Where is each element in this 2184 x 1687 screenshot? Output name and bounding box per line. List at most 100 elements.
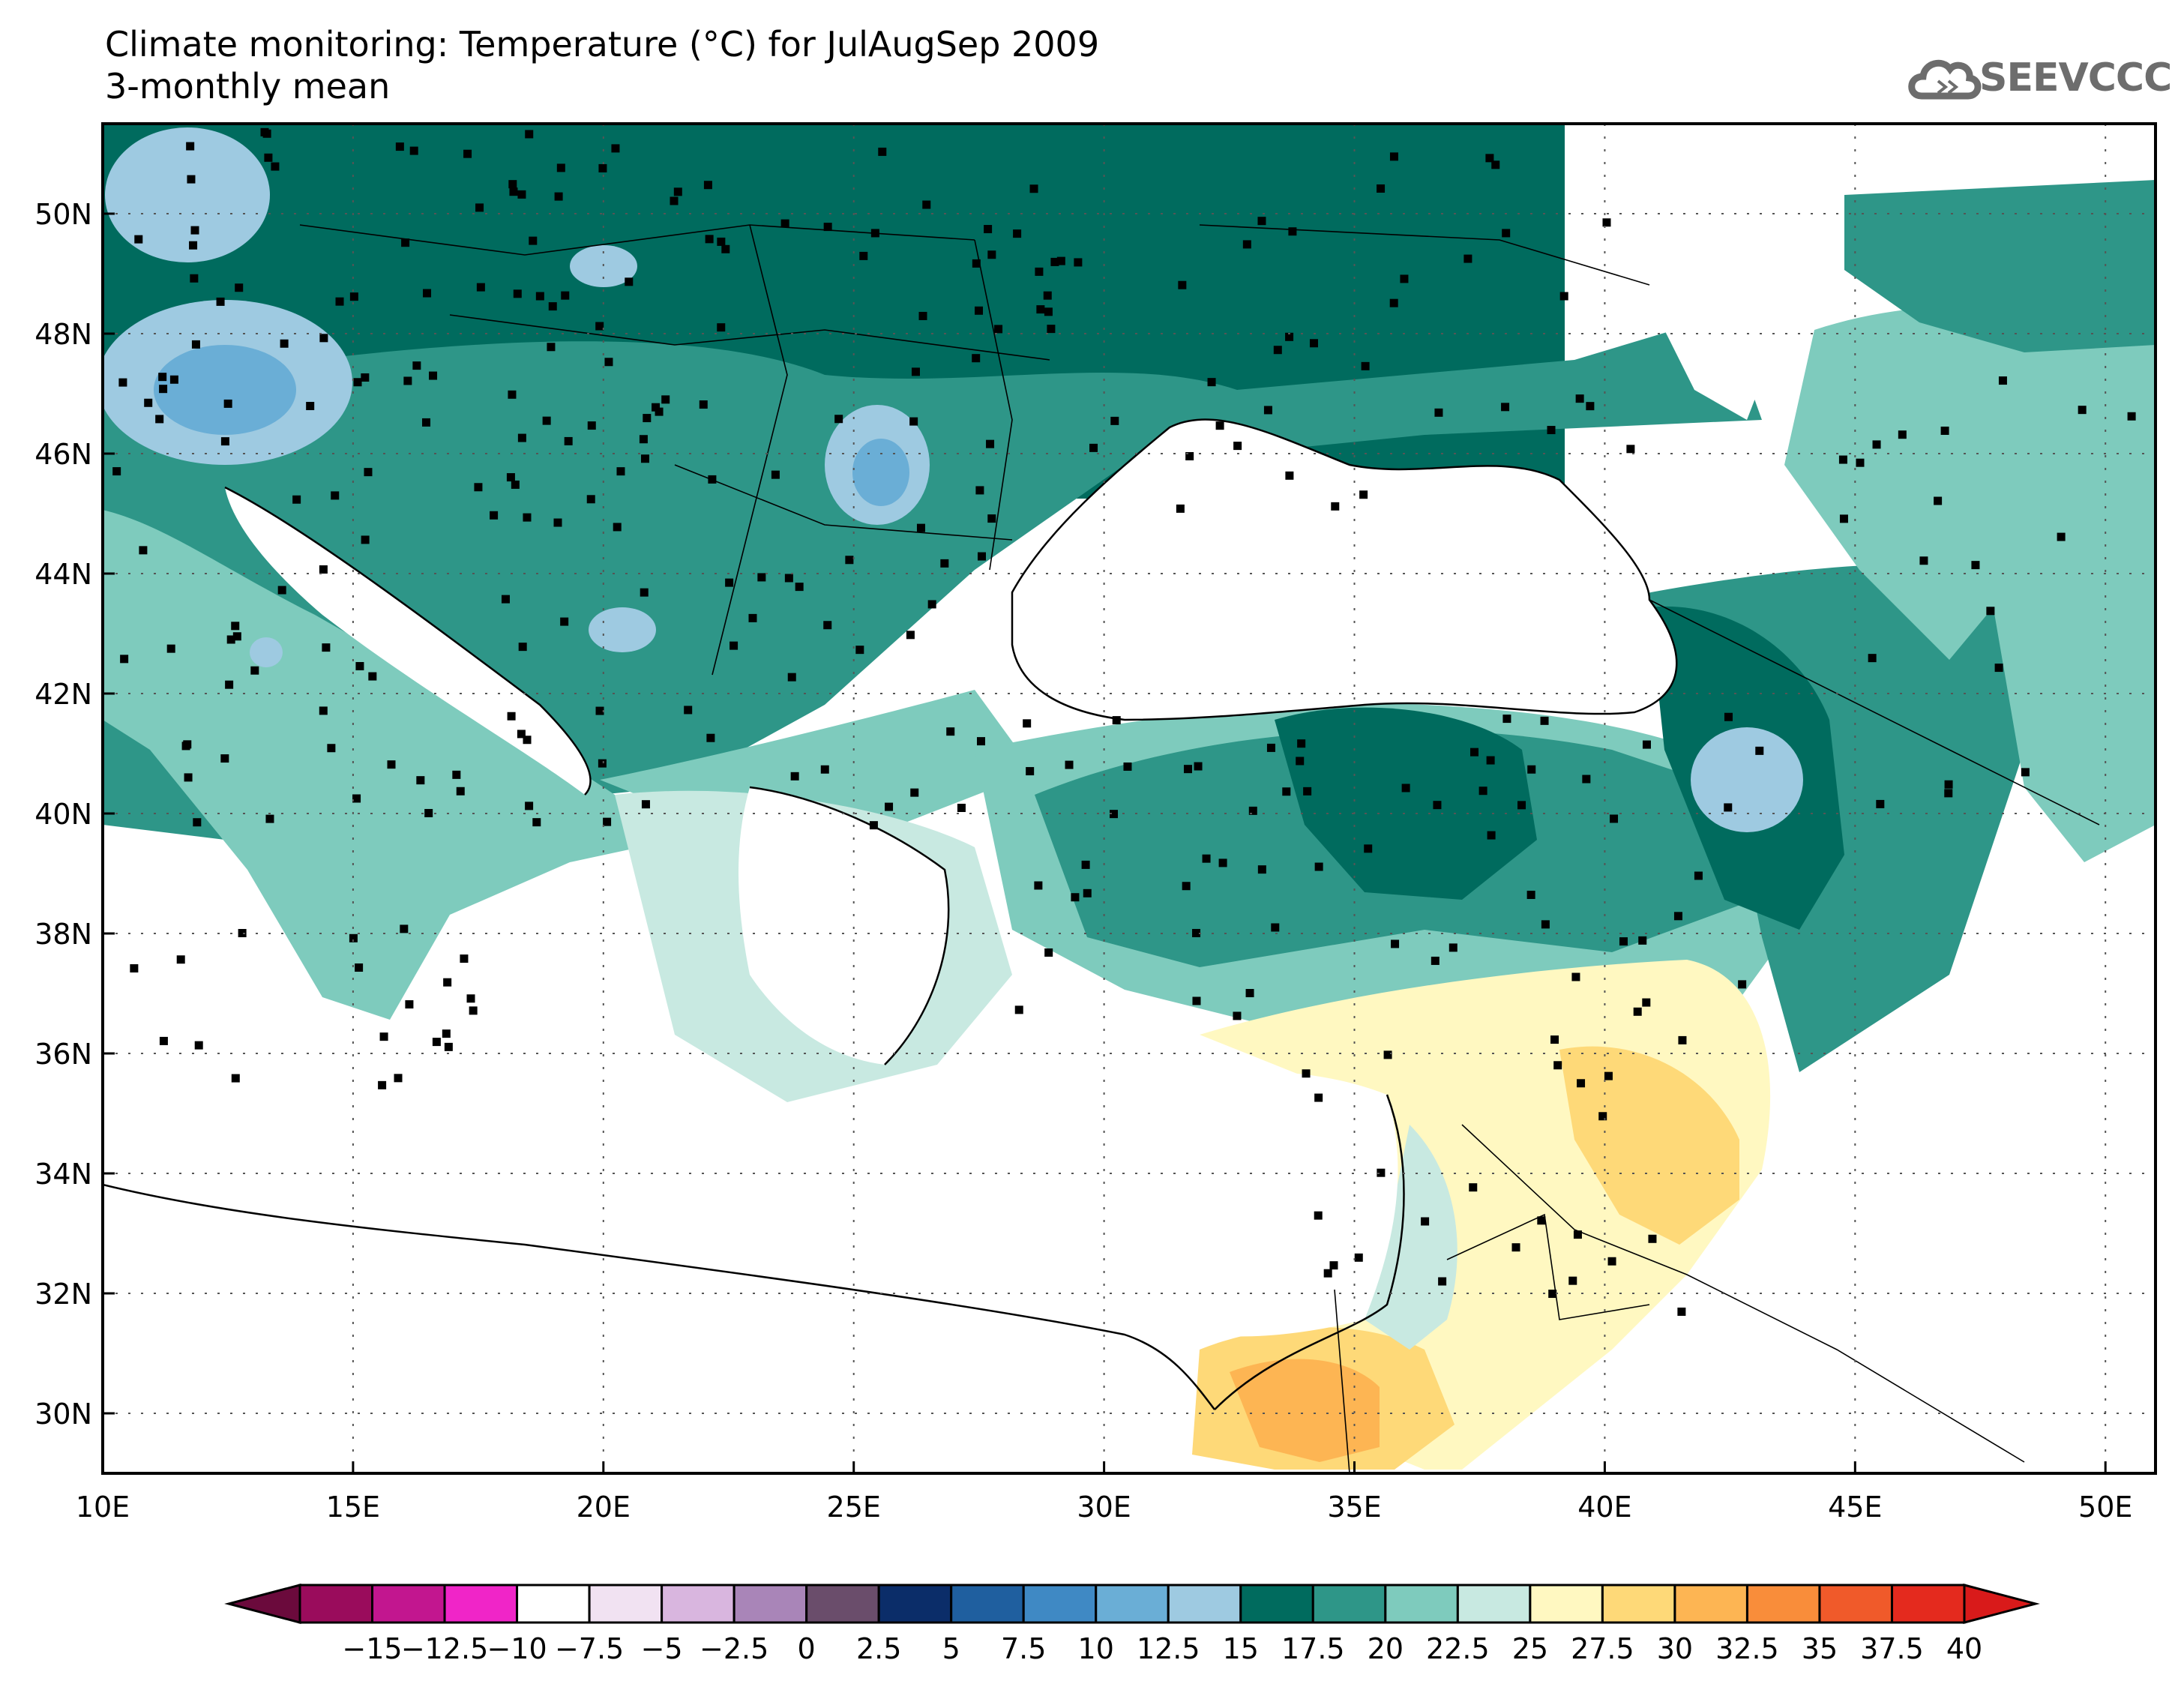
- station-marker: [405, 1000, 414, 1009]
- station-marker: [187, 175, 196, 184]
- station-marker: [1673, 912, 1682, 921]
- station-marker: [1449, 943, 1457, 952]
- station-marker: [1215, 421, 1224, 430]
- station-marker: [1176, 504, 1185, 513]
- lat-tick-label: 40N: [34, 798, 92, 831]
- lon-tick-label: 15E: [326, 1491, 380, 1524]
- station-marker: [870, 229, 879, 238]
- station-marker: [906, 631, 915, 640]
- station-marker: [640, 454, 649, 463]
- lon-tick-label: 50E: [2078, 1491, 2132, 1524]
- station-marker: [518, 643, 527, 652]
- station-marker: [422, 418, 431, 427]
- station-marker: [1919, 556, 1928, 565]
- station-marker: [977, 552, 986, 561]
- colorbar-label: 10: [1078, 1632, 1114, 1665]
- station-marker: [319, 334, 328, 343]
- colorbar-right-cap: [1963, 1584, 2040, 1624]
- station-marker: [1185, 451, 1194, 460]
- station-marker: [1868, 654, 1877, 663]
- station-marker: [1271, 923, 1280, 932]
- lat-tick-label: 32N: [34, 1278, 92, 1311]
- station-marker: [226, 635, 235, 644]
- cool-spot-apennines: [250, 637, 283, 667]
- cool-spot-carpathians-inner: [852, 439, 909, 506]
- station-marker: [1401, 784, 1410, 793]
- station-marker: [186, 142, 195, 151]
- colorbar-box: [1745, 1584, 1821, 1624]
- field-27-levant-coast: [1365, 1125, 1457, 1350]
- colorbar-label: 17.5: [1281, 1632, 1345, 1665]
- station-marker: [424, 808, 433, 817]
- station-marker: [1548, 1290, 1557, 1299]
- station-marker: [1431, 956, 1440, 965]
- colorbar-box: [371, 1584, 446, 1624]
- station-marker: [1511, 1243, 1520, 1252]
- station-marker: [474, 483, 483, 492]
- cool-spot-alps-north: [105, 127, 270, 262]
- station-marker: [1065, 760, 1074, 769]
- station-marker: [476, 283, 485, 292]
- station-marker: [940, 559, 949, 568]
- station-marker: [1856, 458, 1865, 467]
- station-marker: [561, 291, 570, 300]
- station-marker: [972, 259, 981, 268]
- station-marker: [869, 821, 878, 830]
- station-marker: [885, 802, 894, 811]
- station-marker: [223, 399, 232, 408]
- station-marker: [235, 283, 244, 292]
- station-marker: [976, 737, 985, 746]
- station-marker: [361, 535, 370, 544]
- lon-tick-label: 45E: [1828, 1491, 1882, 1524]
- map-subtitle: 3-monthly mean: [105, 66, 391, 106]
- station-marker: [412, 361, 421, 370]
- colorbar-label: 32.5: [1715, 1632, 1779, 1665]
- station-marker: [1633, 1007, 1642, 1016]
- station-marker: [554, 192, 563, 201]
- station-marker: [400, 924, 409, 933]
- station-marker: [1502, 229, 1511, 238]
- station-marker: [139, 546, 148, 555]
- colorbar-box: [1673, 1584, 1748, 1624]
- station-marker: [231, 622, 240, 631]
- field-32-syria: [1559, 1046, 1739, 1245]
- cool-spot-caucasus: [1691, 727, 1803, 832]
- station-marker: [277, 586, 286, 595]
- station-marker: [1755, 746, 1764, 755]
- station-marker: [1359, 490, 1368, 499]
- station-marker: [193, 818, 202, 827]
- station-marker: [429, 371, 438, 380]
- station-marker: [1971, 561, 1980, 570]
- station-marker: [652, 403, 661, 412]
- station-marker: [1491, 160, 1500, 169]
- station-marker: [231, 1074, 240, 1083]
- station-marker: [556, 163, 565, 172]
- station-marker: [130, 964, 139, 973]
- station-marker: [1257, 865, 1266, 874]
- station-marker: [1537, 1216, 1546, 1225]
- station-marker: [1559, 292, 1568, 301]
- station-marker: [972, 354, 981, 363]
- station-marker: [194, 1041, 203, 1050]
- colorbar-box: [950, 1584, 1025, 1624]
- station-marker: [927, 600, 936, 609]
- station-marker: [1297, 739, 1306, 748]
- station-marker: [1678, 1035, 1687, 1044]
- station-marker: [1050, 257, 1059, 266]
- station-marker: [401, 238, 410, 247]
- station-marker: [271, 162, 280, 171]
- colorbar-box: [588, 1584, 664, 1624]
- station-marker: [1502, 715, 1511, 724]
- station-marker: [1998, 376, 2007, 385]
- station-marker: [598, 759, 607, 768]
- station-marker: [834, 415, 843, 424]
- station-marker: [262, 129, 271, 138]
- station-marker: [1478, 787, 1487, 796]
- station-marker: [432, 1038, 441, 1047]
- lat-tick-label: 34N: [34, 1158, 92, 1191]
- lat-tick-label: 38N: [34, 918, 92, 951]
- lat-tick-label: 42N: [34, 678, 92, 711]
- station-marker: [547, 343, 556, 352]
- colorbar-label: −15: [342, 1632, 402, 1665]
